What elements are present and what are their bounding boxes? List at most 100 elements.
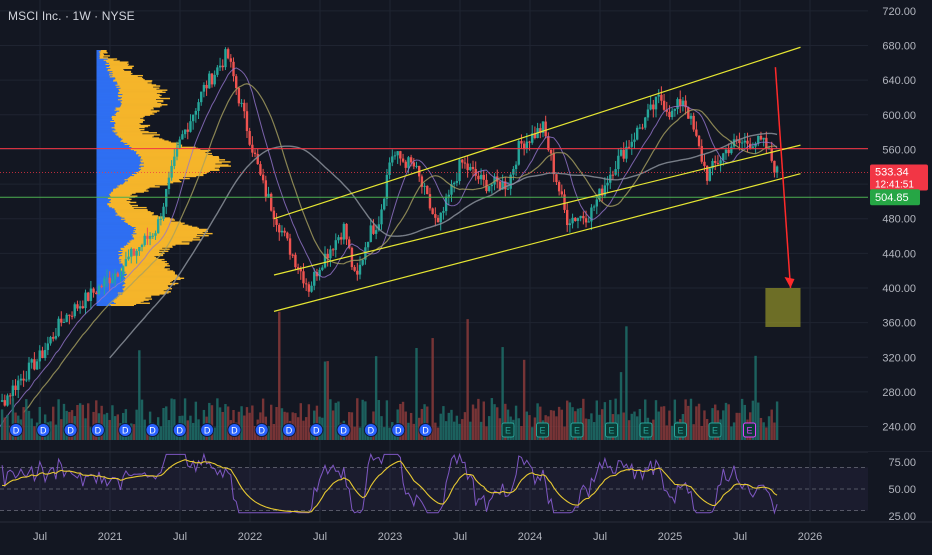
candle	[54, 327, 58, 341]
candle	[345, 223, 348, 245]
candle	[482, 170, 485, 187]
candle	[679, 90, 682, 113]
candle	[748, 137, 752, 150]
volume-bar	[598, 414, 601, 440]
candle	[603, 177, 607, 199]
price-axis: 720.00680.00640.00600.00560.00520.00480.…	[868, 0, 932, 522]
candle	[245, 102, 249, 139]
volume-bar	[740, 398, 744, 440]
candle	[105, 269, 109, 288]
candle	[92, 287, 95, 298]
volume-bar	[377, 400, 381, 440]
candle	[162, 202, 165, 222]
volume-bar	[692, 424, 695, 440]
candle	[205, 80, 208, 96]
candle	[633, 132, 636, 149]
volume-bar	[662, 406, 666, 440]
volume-bar	[520, 426, 523, 440]
dividend-marker	[227, 423, 242, 437]
volume-bar	[501, 347, 504, 440]
volume-bar	[436, 427, 440, 440]
candle	[49, 335, 52, 346]
dividend-marker-label: D	[340, 426, 347, 436]
candle	[33, 352, 36, 371]
volume-bar	[735, 412, 738, 440]
candle	[652, 99, 655, 118]
candle	[638, 124, 642, 130]
candle	[275, 213, 278, 232]
candle	[474, 161, 477, 181]
dividend-marker-label: D	[40, 426, 47, 436]
volume-bar	[296, 417, 300, 440]
candle	[130, 247, 133, 264]
volume-bar	[584, 418, 588, 440]
candle	[348, 236, 351, 250]
volume-bar	[724, 402, 728, 440]
candle	[313, 268, 316, 291]
candle	[539, 123, 542, 139]
candle	[404, 159, 407, 173]
candle	[385, 168, 389, 207]
candle	[331, 247, 335, 256]
candle	[369, 218, 372, 243]
dividend-marker	[118, 423, 133, 437]
candle	[754, 141, 757, 154]
volume-bar	[216, 398, 219, 440]
candle	[194, 108, 198, 123]
volume-bar	[627, 420, 631, 440]
candle	[714, 155, 717, 171]
current-price-label: 533.34	[875, 167, 909, 179]
candle	[35, 358, 39, 371]
candle	[148, 232, 152, 246]
candle	[665, 101, 668, 117]
candle	[337, 234, 340, 244]
price-tick-label: 280.00	[882, 387, 916, 399]
candle	[267, 186, 270, 198]
volume-bar	[566, 400, 569, 440]
candle	[181, 130, 184, 140]
candle	[719, 156, 722, 172]
volume-bar	[590, 413, 593, 440]
volume-bar	[275, 406, 278, 440]
dividend-marker	[90, 423, 105, 437]
candle	[11, 379, 15, 402]
dividend-marker-label: D	[177, 426, 184, 436]
candle	[689, 113, 693, 125]
candle	[627, 140, 631, 149]
volume-bar	[76, 404, 79, 440]
earnings-marker-label: E	[643, 426, 649, 436]
candle	[132, 248, 136, 256]
candle	[60, 311, 63, 327]
candle	[563, 189, 566, 214]
volume-bar	[337, 401, 340, 440]
volume-bar	[240, 406, 243, 440]
candle	[156, 216, 160, 234]
price-tick-label: 480.00	[882, 214, 916, 226]
candle	[609, 167, 612, 189]
volume-bar	[592, 422, 596, 440]
volume-bar	[11, 398, 15, 440]
volume-bar	[60, 419, 63, 440]
volume-bar	[404, 411, 407, 440]
volume-bar	[563, 426, 566, 440]
volume-bar	[496, 407, 499, 440]
candle	[485, 173, 488, 194]
time-tick-label: 2023	[378, 531, 402, 543]
candle	[173, 148, 176, 170]
volume-bar	[528, 415, 531, 440]
volume-bar	[326, 361, 329, 440]
candle	[582, 211, 585, 225]
volume-bar	[22, 407, 25, 440]
rsi-pane: 75.00 50.00 25.00	[0, 451, 932, 523]
price-tick-label: 240.00	[882, 422, 916, 434]
candle	[27, 357, 31, 382]
volume-bar	[434, 422, 437, 440]
dividend-marker-label: D	[231, 426, 238, 436]
volume-bar	[197, 419, 200, 440]
candle	[103, 276, 106, 295]
candle	[251, 136, 254, 157]
candle	[70, 311, 74, 320]
volume-bar	[329, 399, 332, 440]
earnings-marker-label: E	[677, 426, 683, 436]
